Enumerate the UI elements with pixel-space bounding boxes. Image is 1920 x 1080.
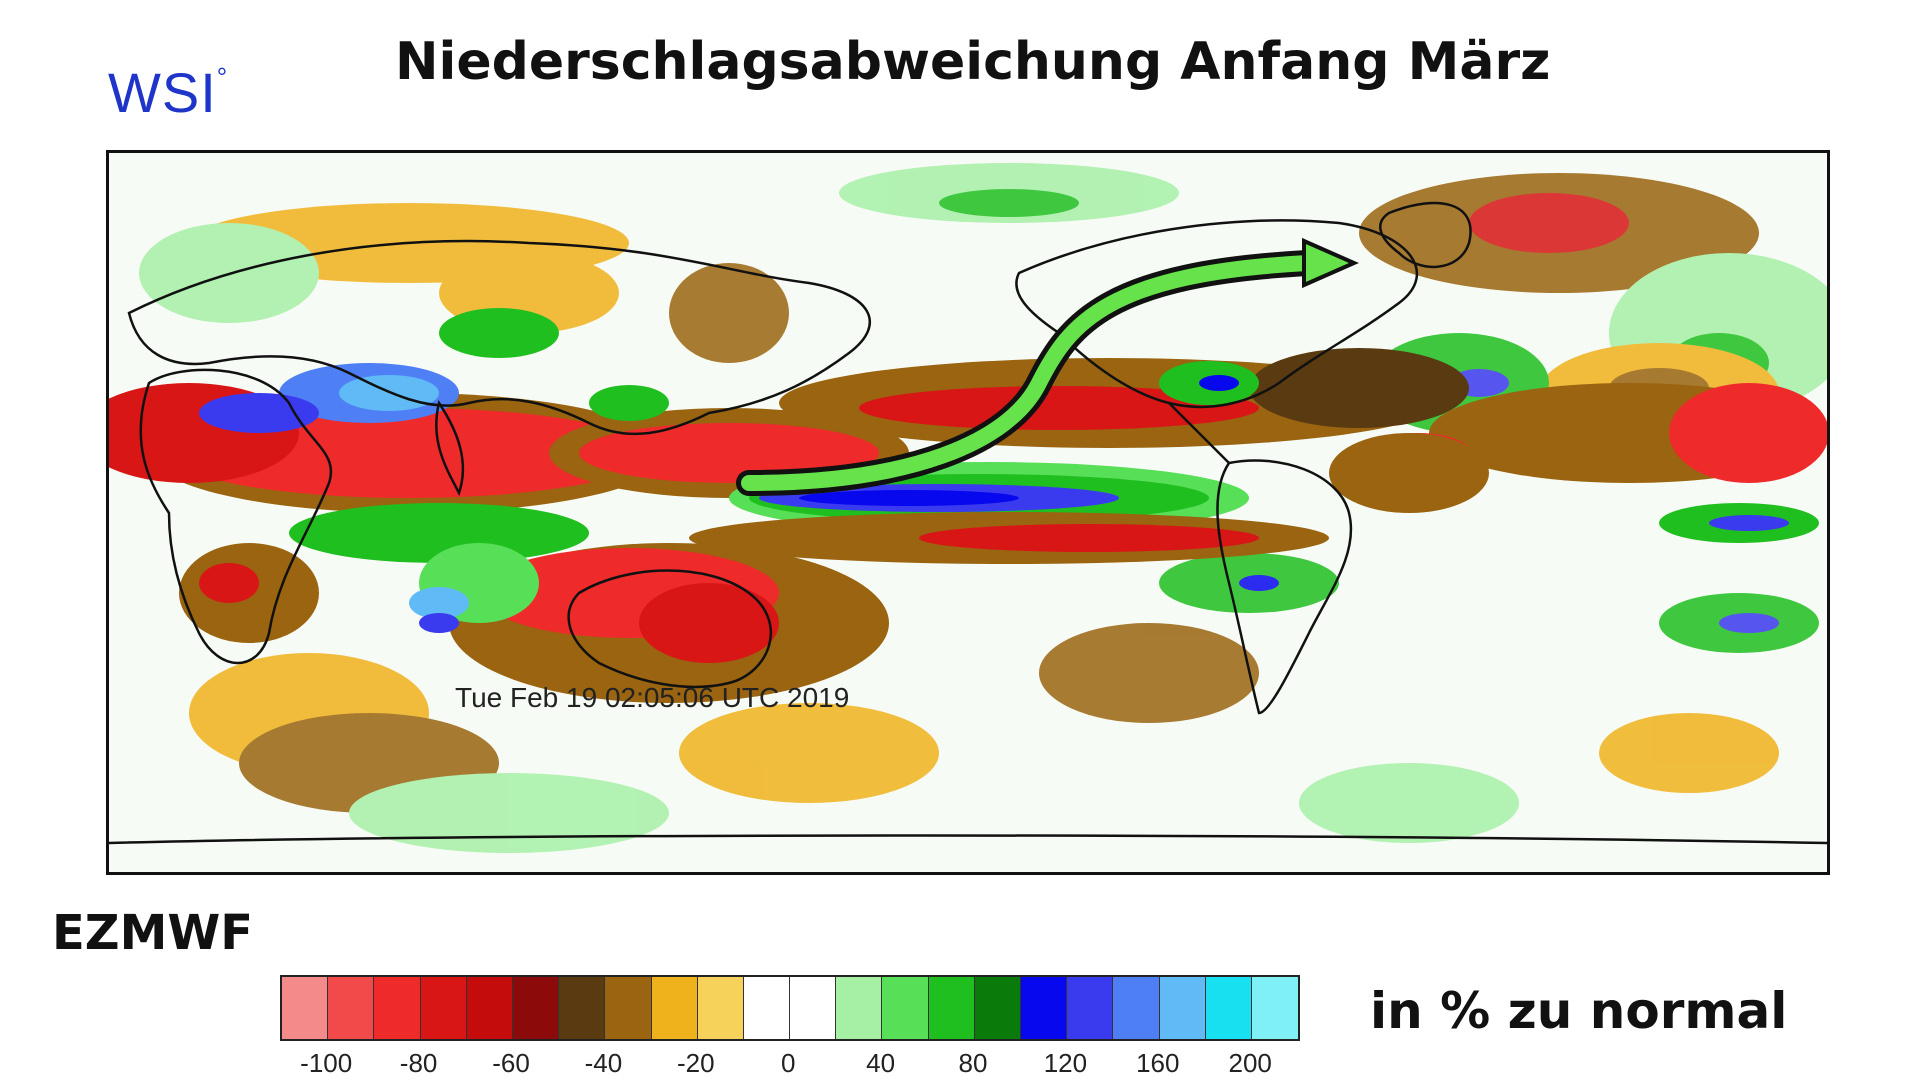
unit-label: in % zu normal	[1370, 982, 1788, 1040]
logo-mark: °	[216, 62, 229, 93]
model-label: EZMWF	[52, 905, 254, 961]
colorbar-cell	[1067, 977, 1114, 1039]
colorbar-cell	[928, 977, 975, 1039]
colorbar-tick-label: 120	[1043, 1048, 1088, 1078]
colorbar-cell	[420, 977, 467, 1039]
colorbar-tick-label: 40	[866, 1048, 896, 1078]
colorbar	[280, 975, 1301, 1041]
colorbar-cell	[1205, 977, 1252, 1039]
colorbar-labels: -100 -80 -60 -40 -20 0 40 80 120 160 200	[280, 1048, 1320, 1078]
map-canvas	[109, 153, 1827, 872]
colorbar-cell	[1251, 977, 1299, 1039]
colorbar-cell	[651, 977, 698, 1039]
colorbar-cell	[559, 977, 606, 1039]
jet-stream-arrow	[736, 237, 1359, 496]
colorbar-tick-label: -100	[300, 1048, 353, 1078]
colorbar-tick-label: -80	[399, 1048, 438, 1078]
colorbar-tick-label: 80	[958, 1048, 988, 1078]
colorbar-cell	[512, 977, 560, 1039]
colorbar-tick-label: -40	[584, 1048, 623, 1078]
colorbar-cell	[743, 977, 791, 1039]
northern-dry-band	[779, 348, 1469, 448]
southern-wet-pockets	[289, 361, 1819, 633]
colorbar-cell	[374, 977, 421, 1039]
colorbar-tick-label: -60	[492, 1048, 530, 1078]
colorbar-cell	[1021, 977, 1068, 1039]
precipitation-anomaly-map	[106, 150, 1830, 875]
colorbar-cell	[697, 977, 744, 1039]
colorbar-tick-label: 200	[1228, 1048, 1272, 1078]
colorbar-cell	[282, 977, 329, 1039]
colorbar-tick-label: -20	[677, 1048, 715, 1078]
colorbar-tick-label: 0	[780, 1048, 796, 1078]
wsi-logo: WSI°	[108, 60, 228, 125]
southern-dry-bands	[179, 433, 1489, 703]
colorbar-cell	[790, 977, 837, 1039]
logo-text: WSI	[108, 61, 217, 124]
colorbar-cell	[882, 977, 929, 1039]
map-timestamp: Tue Feb 19 02:05:06 UTC 2019	[455, 682, 850, 713]
colorbar-cell	[605, 977, 652, 1039]
colorbar-tick-label: 160	[1136, 1048, 1180, 1078]
colorbar-cell	[836, 977, 883, 1039]
colorbar-cell	[1159, 977, 1206, 1039]
colorbar-cell	[1113, 977, 1160, 1039]
colorbar-cell	[466, 977, 513, 1039]
coastlines	[109, 201, 1827, 845]
page-title: Niederschlagsabweichung Anfang März	[395, 32, 1551, 92]
colorbar-cell	[974, 977, 1021, 1039]
colorbar-cell	[328, 977, 375, 1039]
